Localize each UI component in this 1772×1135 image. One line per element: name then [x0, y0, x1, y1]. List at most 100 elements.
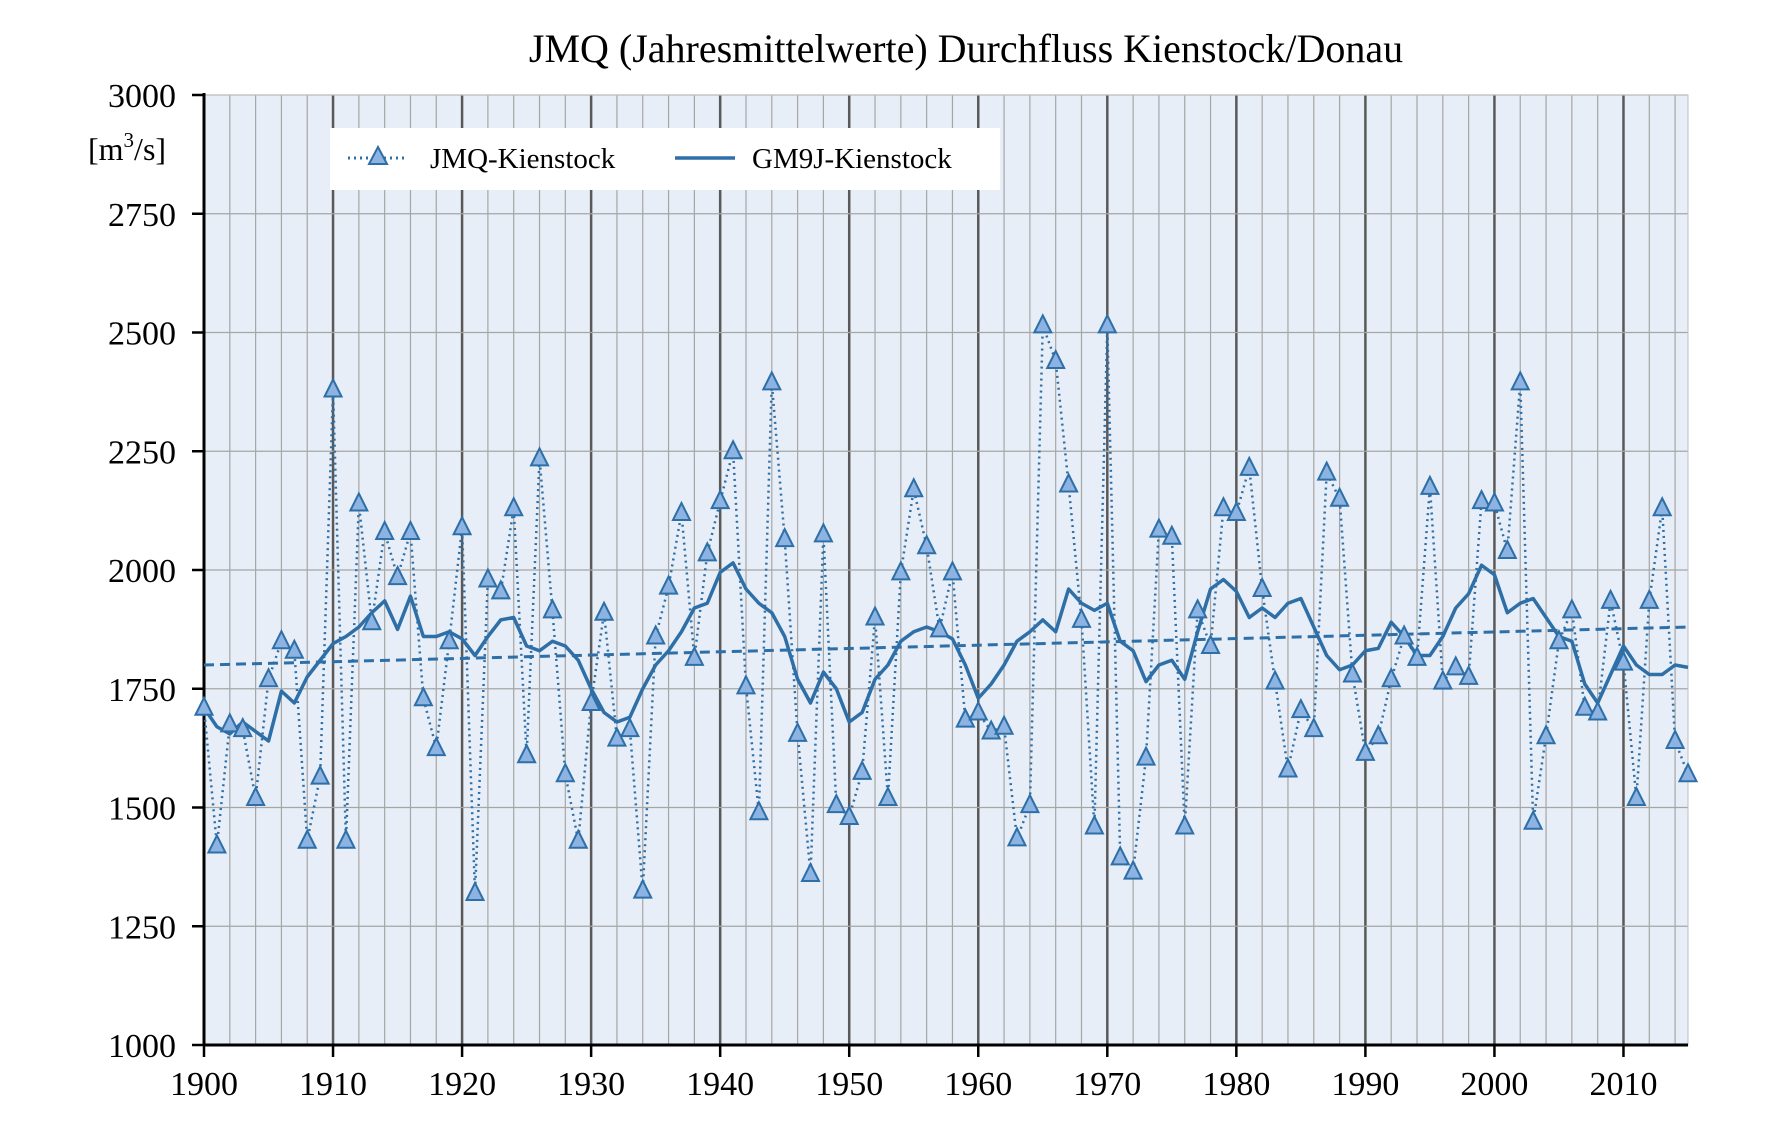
- x-tick-label: 1970: [1073, 1066, 1141, 1103]
- legend-label-gm9j: GM9J-Kienstock: [752, 143, 952, 175]
- jmq-data-point: [1226, 500, 1247, 521]
- x-tick-label: 1990: [1331, 1066, 1399, 1103]
- jmq-data-point: [1626, 785, 1647, 806]
- jmq-data-point: [787, 721, 808, 742]
- jmq-data-point: [593, 600, 615, 621]
- jmq-data-point: [1252, 576, 1273, 597]
- jmq-data-point: [1471, 488, 1492, 510]
- jmq-data-point: [645, 624, 666, 645]
- legend-jmq-marker-icon: [367, 144, 389, 165]
- jmq-data-point: [1316, 460, 1337, 481]
- jmq-data-point: [1445, 655, 1466, 676]
- jmq-data-point: [942, 560, 963, 581]
- jmq-data-point: [1071, 607, 1092, 628]
- jmq-data-point: [1084, 814, 1105, 835]
- y-tick-label: 2000: [108, 553, 176, 590]
- jmq-data-point: [1406, 645, 1428, 666]
- jmq-data-point: [1613, 650, 1634, 671]
- jmq-data-point: [322, 377, 344, 398]
- jmq-data-point: [503, 496, 524, 517]
- jmq-data-point: [697, 541, 718, 562]
- y-tick-label: 2250: [108, 434, 176, 471]
- jmq-data-point: [1600, 588, 1621, 609]
- x-tick-label: 1930: [557, 1066, 625, 1103]
- jmq-data-point: [813, 522, 834, 543]
- x-tick-label: 1920: [428, 1066, 496, 1103]
- jmq-data-point: [619, 716, 640, 738]
- jmq-data-point: [1174, 814, 1195, 835]
- jmq-data-point: [1535, 724, 1557, 745]
- jmq-data-point: [1187, 598, 1208, 619]
- jmq-data-point: [1097, 313, 1118, 334]
- jmq-data-point: [310, 764, 331, 785]
- jmq-data-point: [774, 526, 795, 548]
- jmq-data-point: [1239, 455, 1260, 476]
- jmq-data-point: [929, 617, 950, 638]
- jmq-data-point: [1393, 624, 1415, 645]
- jmq-data-point: [890, 560, 911, 581]
- jmq-data-point: [542, 598, 563, 619]
- x-tick-label: 1900: [170, 1066, 238, 1103]
- jmq-data-point: [1045, 348, 1066, 369]
- y-tick-label: 2750: [108, 197, 176, 234]
- jmq-data-point: [477, 567, 499, 588]
- jmq-data-point: [916, 534, 937, 555]
- jmq-data-point: [1652, 496, 1673, 517]
- jmq-data-point: [245, 785, 266, 806]
- jmq-data-point: [1574, 695, 1595, 716]
- jmq-data-point: [581, 690, 602, 711]
- jmq-data-point: [1355, 740, 1376, 761]
- jmq-data-point: [1277, 757, 1299, 778]
- jmq-data-point: [852, 759, 873, 780]
- jmq-data-point: [903, 477, 924, 498]
- jmq-data-point: [1290, 697, 1311, 719]
- jmq-data-point: [671, 500, 692, 521]
- jmq-data-point: [529, 446, 550, 467]
- jmq-data-point: [1200, 633, 1221, 654]
- jmq-data-point: [271, 629, 292, 650]
- x-tick-label: 1940: [686, 1066, 754, 1103]
- jmq-data-point: [400, 519, 421, 540]
- jmq-data-point: [1381, 667, 1402, 688]
- jmq-data-point: [1368, 724, 1389, 745]
- jmq-data-point: [568, 828, 589, 849]
- jmq-data-point: [1148, 517, 1170, 538]
- jmq-data-point: [335, 828, 357, 849]
- jmq-data-point: [361, 610, 382, 631]
- jmq-data-point: [297, 828, 318, 849]
- jmq-data-point: [968, 700, 989, 721]
- jmq-data-point: [1458, 664, 1479, 685]
- jmq-data-point: [632, 878, 653, 899]
- jmq-data-point: [761, 370, 782, 391]
- jmq-data-point: [1006, 826, 1028, 847]
- jmq-data-point: [193, 695, 215, 716]
- jmq-data-point: [1019, 792, 1040, 814]
- jmq-data-point: [658, 574, 679, 595]
- y-axis-unit-suffix: /s]: [134, 131, 166, 167]
- jmq-data-point: [1135, 745, 1157, 766]
- jmq-data-point: [219, 712, 240, 733]
- jmq-data-point: [1664, 728, 1686, 749]
- jmq-data-point: [1497, 538, 1518, 559]
- jmq-data-point: [1264, 669, 1286, 690]
- y-axis-unit-prefix: [m: [88, 131, 124, 167]
- jmq-data-point: [1561, 598, 1582, 619]
- jmq-data-point: [1303, 716, 1324, 738]
- jmq-data-point: [735, 674, 757, 695]
- x-tick-label: 1950: [815, 1066, 883, 1103]
- jmq-data-point: [1213, 496, 1234, 517]
- x-tick-label: 2000: [1460, 1066, 1528, 1103]
- jmq-data-point: [1329, 486, 1350, 507]
- jmq-data-point: [1419, 474, 1441, 495]
- y-tick-label: 1250: [108, 909, 176, 946]
- jmq-data-point: [1587, 700, 1608, 721]
- legend-background: [330, 128, 1000, 190]
- x-tick-label: 2010: [1589, 1066, 1657, 1103]
- legend: JMQ-Kienstock GM9J-Kienstock: [330, 128, 1000, 190]
- jmq-data-point: [839, 804, 860, 825]
- jmq-data-point: [516, 743, 537, 764]
- jmq-data-point: [1523, 809, 1544, 830]
- jmq-data-point: [1639, 588, 1660, 609]
